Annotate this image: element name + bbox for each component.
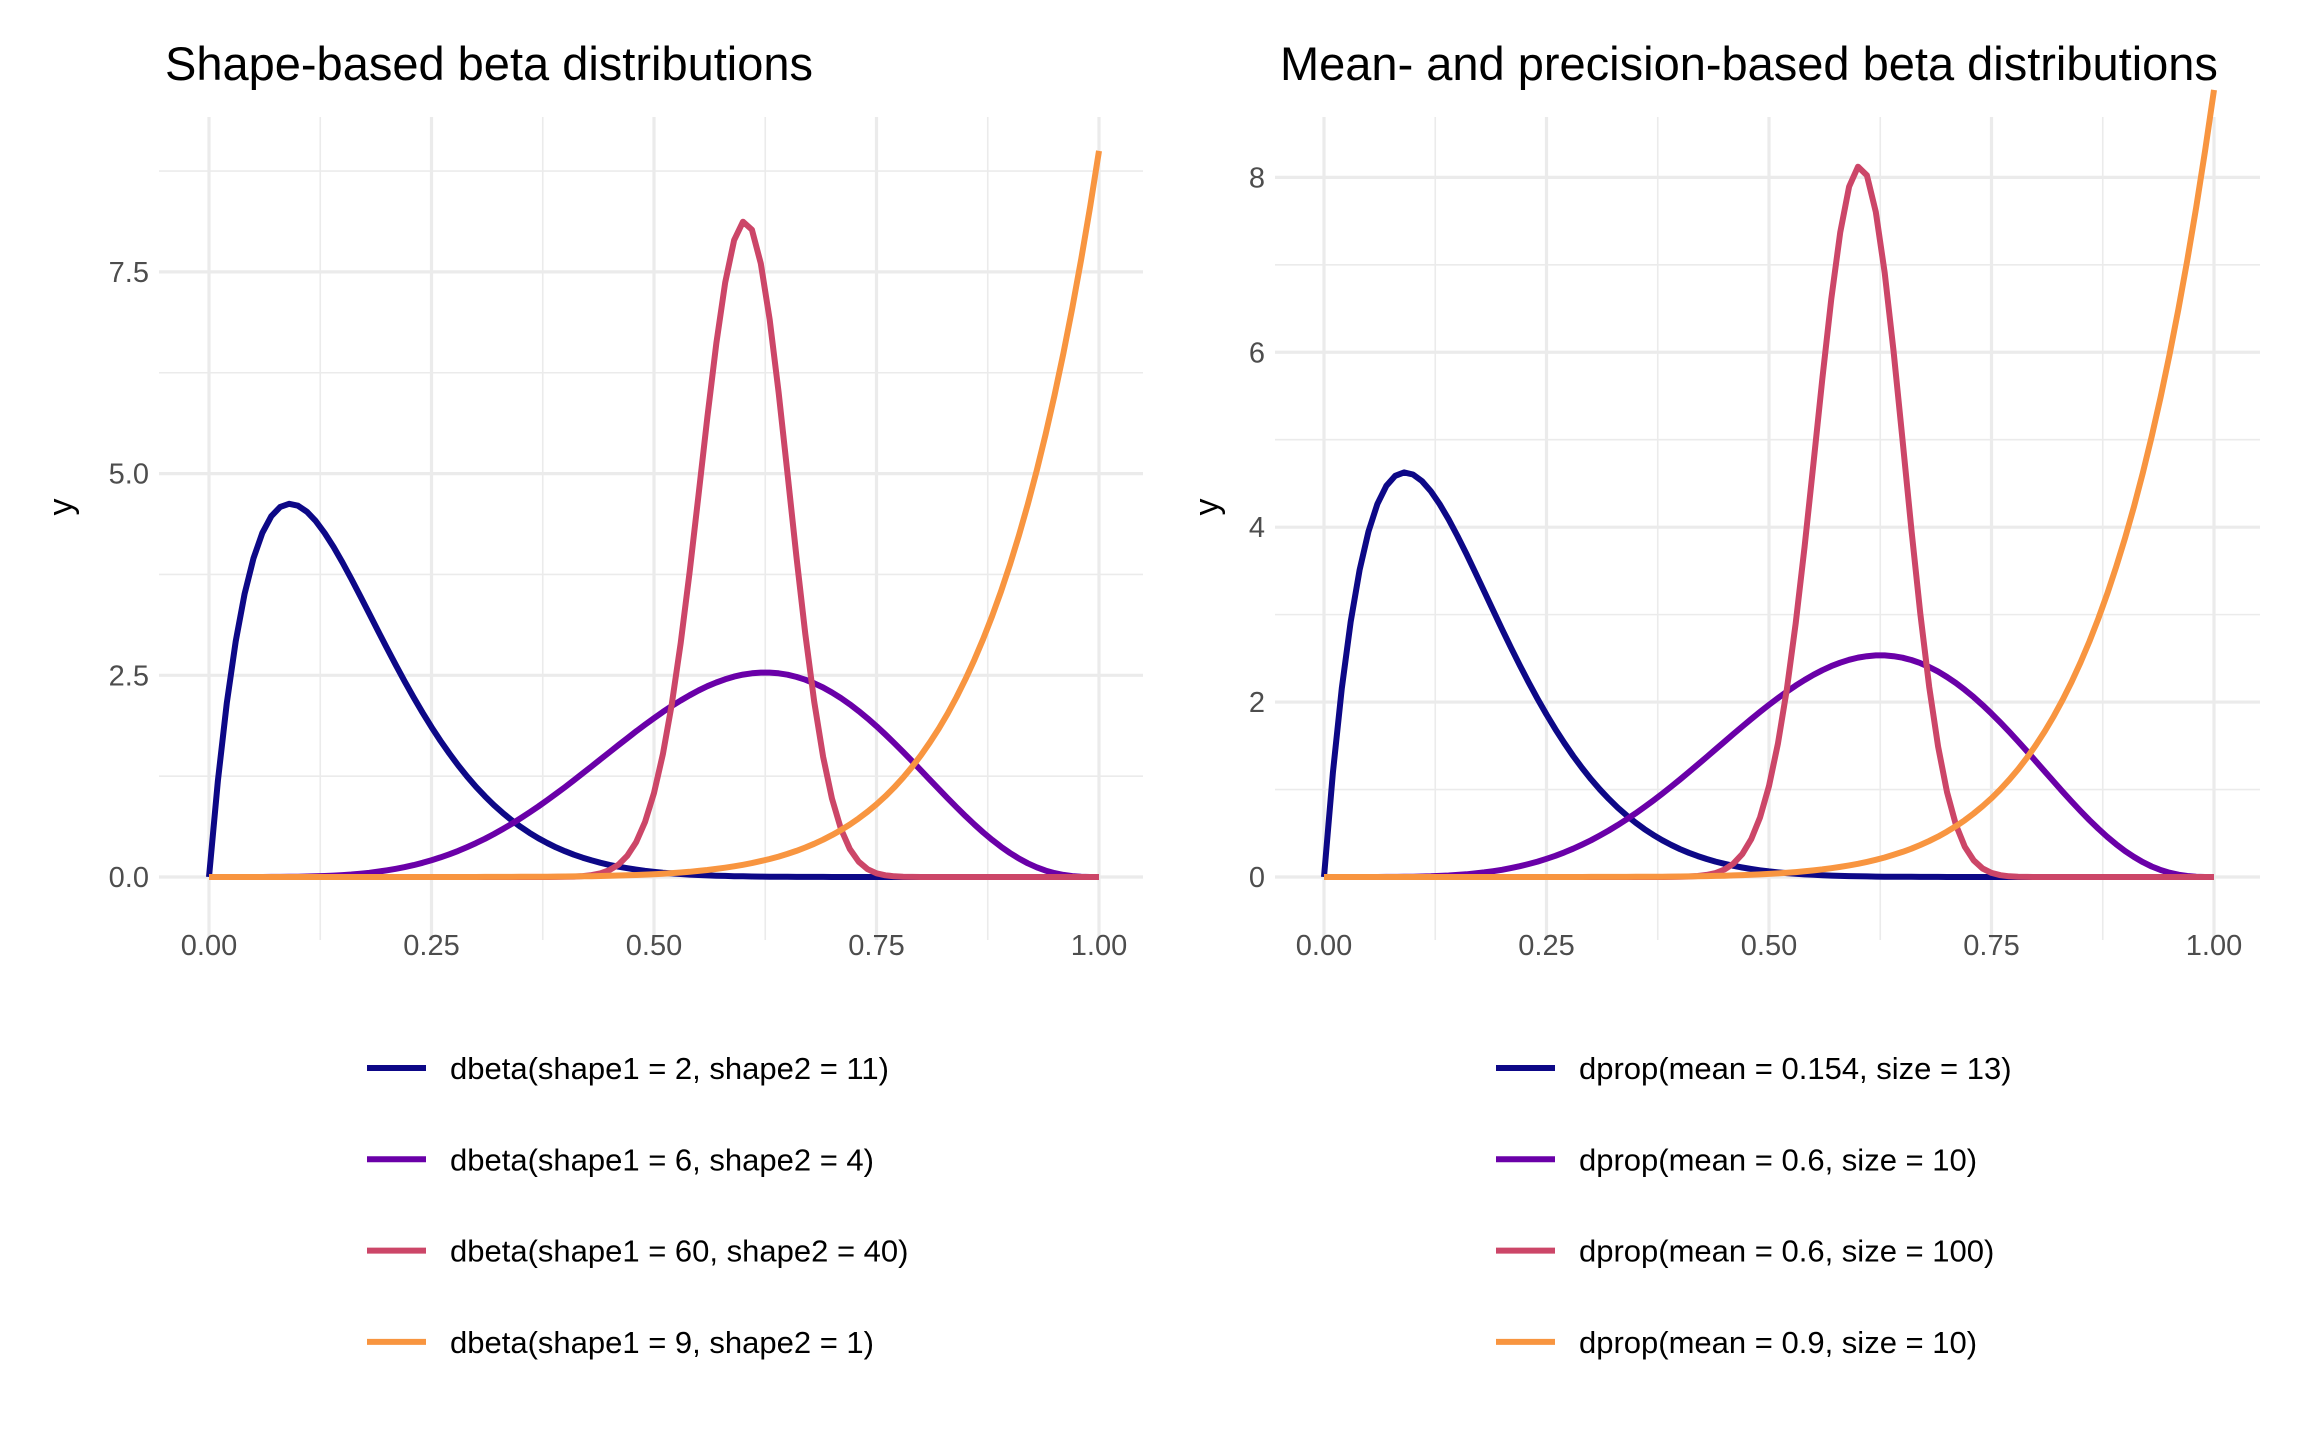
y-tick-label: 7.5 <box>109 257 149 289</box>
panel-2: 0.00 0.25 0.50 0.75 1.00 0 2 4 6 8 Mean- and preci… <box>1188 37 2260 1360</box>
x-tick-label: 0.25 <box>1518 930 1574 962</box>
legend-label-1: dprop(mean = 0.154, size = 13) <box>1579 1051 2012 1086</box>
legend-label-4: dbeta(shape1 = 9, shape2 = 1) <box>450 1325 874 1360</box>
y-tick-label: 0 <box>1249 862 1265 894</box>
legend-label-3: dprop(mean = 0.6, size = 100) <box>1579 1234 1994 1269</box>
series-line-2 <box>1324 652 2214 880</box>
x-tick-label: 0.00 <box>181 930 237 962</box>
legend-label-1: dbeta(shape1 = 2, shape2 = 11) <box>450 1051 889 1086</box>
y-tick-label: 2.5 <box>109 660 149 692</box>
y-tick-label: 6 <box>1249 337 1265 369</box>
y-tick-label: 0.0 <box>109 862 149 894</box>
series-line-4 <box>209 150 1102 880</box>
chart-title: Shape-based beta distributions <box>165 37 813 90</box>
x-tick-label: 1.00 <box>2186 930 2242 962</box>
legend-label-2: dprop(mean = 0.6, size = 10) <box>1579 1142 1977 1177</box>
y-axis-label: y <box>1188 499 1226 516</box>
x-tick-label: 0.50 <box>1741 930 1797 962</box>
x-tick-label: 0.50 <box>626 930 682 962</box>
y-tick-label: 4 <box>1249 512 1265 544</box>
series-line-4 <box>1324 89 2217 880</box>
series-line-2 <box>209 669 1099 880</box>
x-tick-label: 0.75 <box>848 930 904 962</box>
legend-label-4: dprop(mean = 0.9, size = 10) <box>1579 1325 1977 1360</box>
y-axis-label: y <box>42 499 80 516</box>
y-tick-label: 5.0 <box>109 459 149 491</box>
y-tick-label: 2 <box>1249 687 1265 719</box>
x-tick-label: 0.00 <box>1296 930 1352 962</box>
legend-label-3: dbeta(shape1 = 60, shape2 = 40) <box>450 1234 908 1269</box>
legend-label-2: dbeta(shape1 = 6, shape2 = 4) <box>450 1142 874 1177</box>
y-tick-label: 8 <box>1249 162 1265 194</box>
x-tick-label: 0.75 <box>1963 930 2019 962</box>
x-tick-label: 1.00 <box>1071 930 1127 962</box>
x-tick-label: 0.25 <box>403 930 459 962</box>
chart-title: Mean- and precision-based beta distribut… <box>1280 37 2218 90</box>
panel-1: 0.00 0.25 0.50 0.75 1.00 0.0 2.5 5.0 7.5 Shape-ba… <box>42 37 1143 1360</box>
